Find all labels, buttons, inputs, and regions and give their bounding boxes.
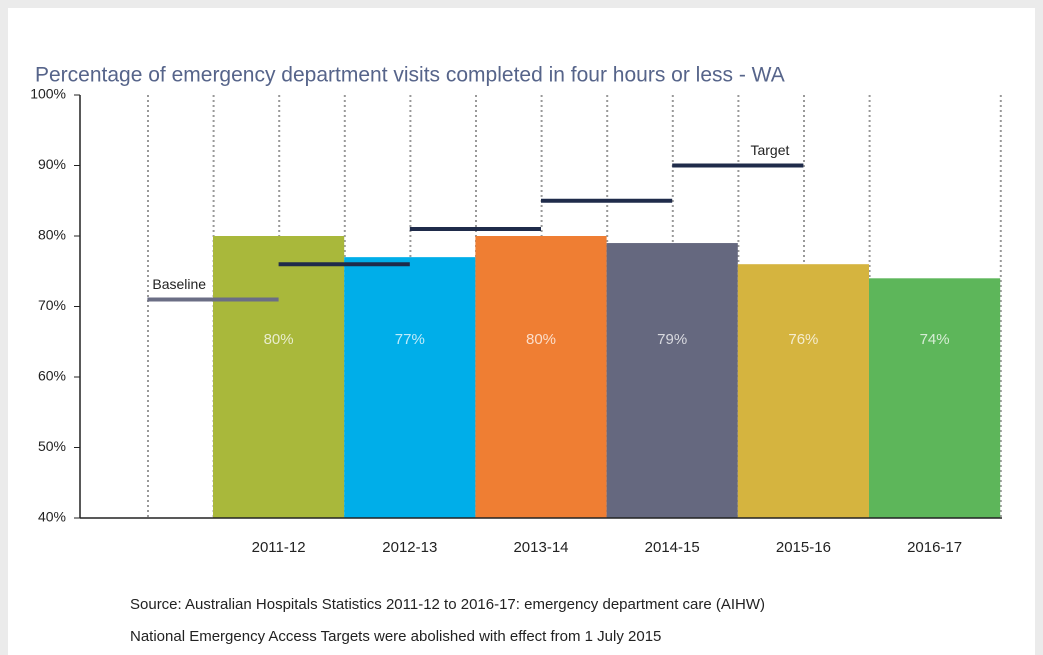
baseline-label: Baseline [152, 276, 206, 292]
x-tick-label: 2015-16 [776, 539, 831, 556]
value-label: 76% [788, 331, 818, 348]
y-tick-label: 70% [38, 297, 66, 313]
y-tick-label: 40% [38, 509, 66, 525]
x-tick-label: 2012-13 [382, 539, 437, 556]
target-label: Target [750, 142, 789, 158]
y-tick-label: 100% [30, 86, 66, 102]
value-label: 80% [526, 331, 556, 348]
y-tick-label: 60% [38, 368, 66, 384]
x-tick-label: 2016-17 [907, 539, 962, 556]
x-tick-label: 2014-15 [645, 539, 700, 556]
chart-title: Percentage of emergency department visit… [35, 64, 785, 87]
footnote: National Emergency Access Targets were a… [130, 628, 661, 645]
y-tick-label: 50% [38, 438, 66, 454]
value-label: 74% [920, 331, 950, 348]
bar [344, 257, 476, 518]
value-label: 80% [264, 331, 294, 348]
y-tick-label: 80% [38, 227, 66, 243]
bar [606, 243, 738, 519]
bar [213, 236, 345, 518]
x-tick-label: 2011-12 [252, 539, 306, 556]
source-note: Source: Australian Hospitals Statistics … [130, 596, 765, 613]
value-label: 77% [395, 331, 425, 348]
bar [737, 264, 869, 518]
bar [869, 278, 1001, 518]
value-label: 79% [657, 331, 687, 348]
bar [475, 236, 607, 518]
x-tick-label: 2013-14 [513, 539, 568, 556]
y-tick-label: 90% [38, 156, 66, 172]
